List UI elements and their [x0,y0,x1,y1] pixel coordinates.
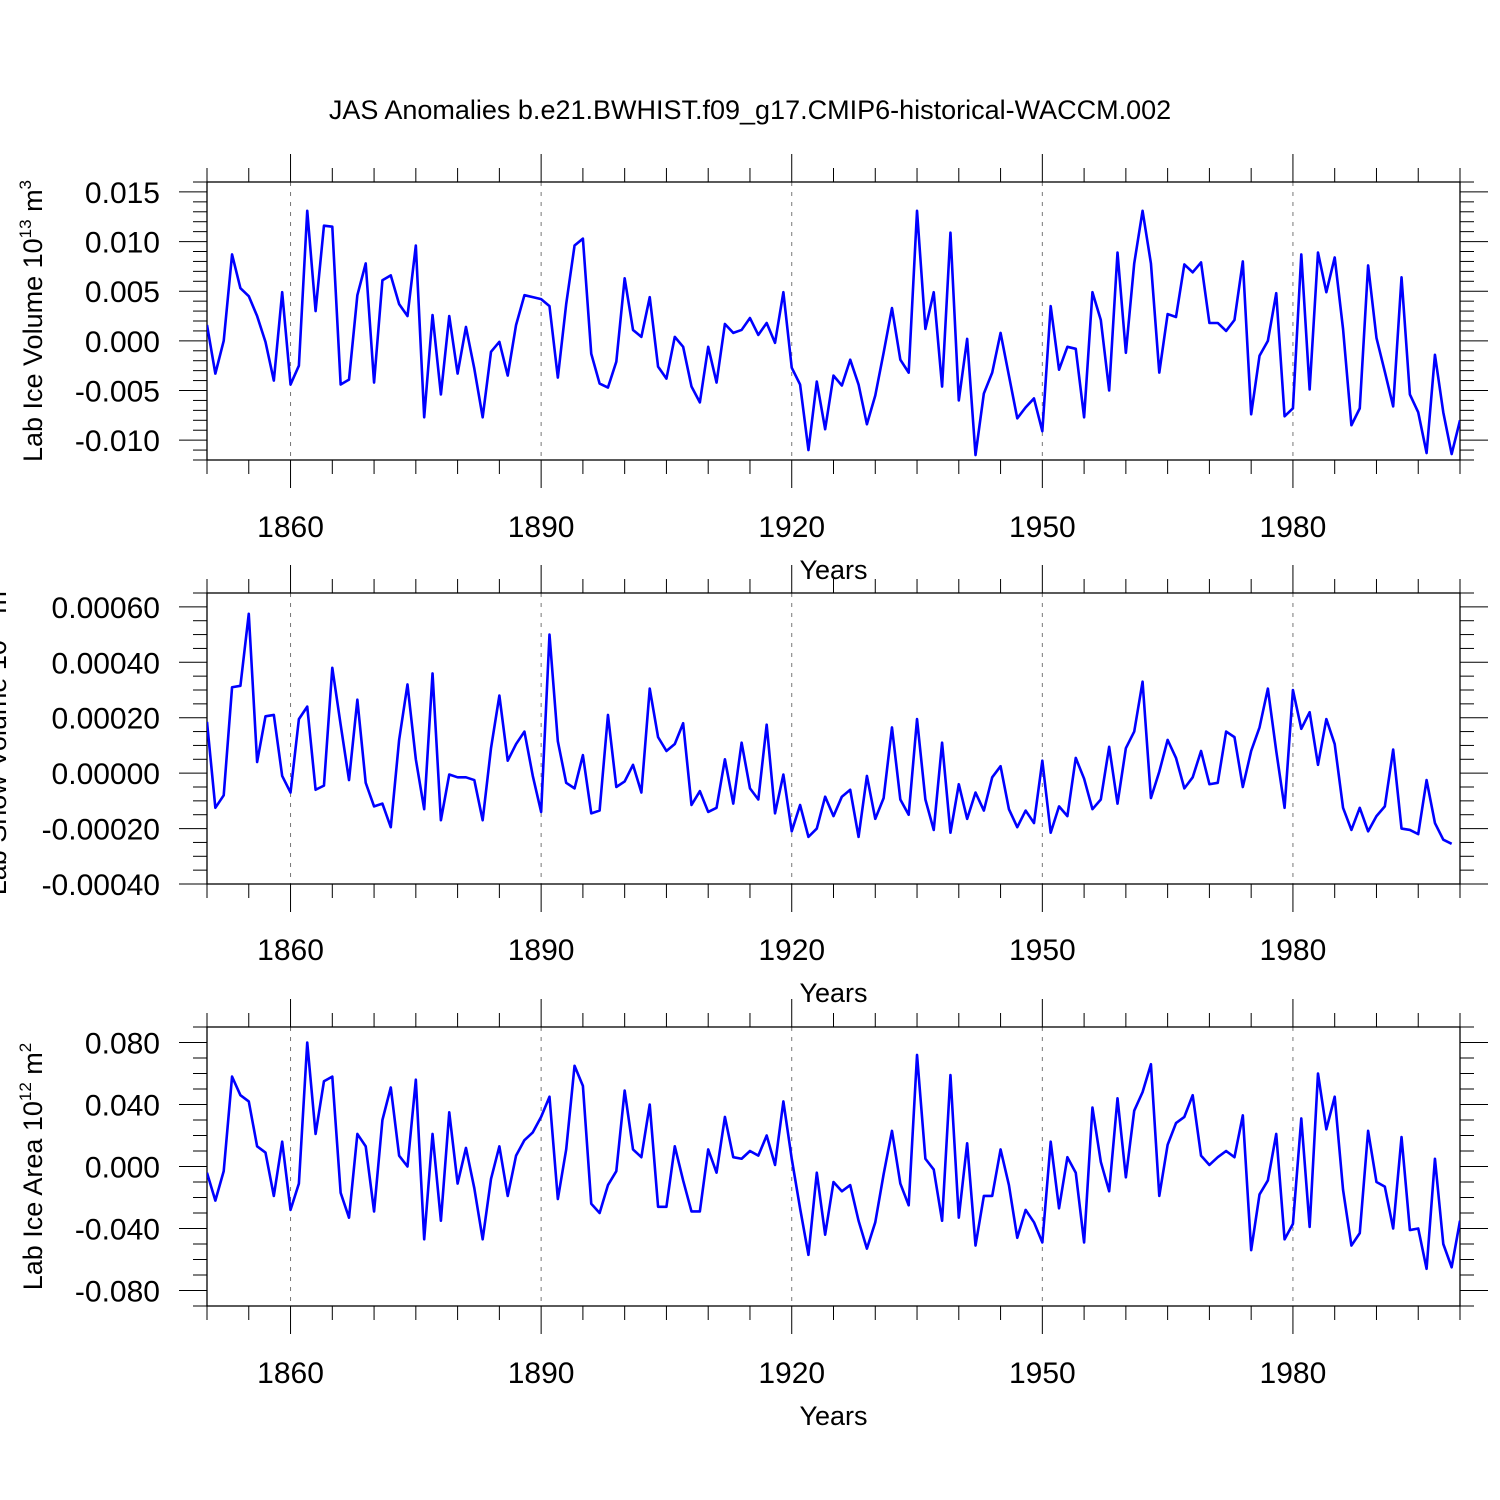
x-tick-label: 1980 [1260,934,1327,967]
y-tick-label: 0.015 [85,177,160,210]
y-axis-title-unit: m [18,189,48,219]
y-tick-label: 0.000 [85,1152,160,1185]
x-tick-label: 1890 [508,1357,575,1390]
y-tick-label: 0.040 [85,1090,160,1123]
x-tick-label: 1860 [257,511,324,544]
x-tick-label: 1980 [1260,1357,1327,1390]
y-axis-title-unit: m [18,1052,48,1082]
y-tick-label: 0.000 [85,326,160,359]
y-tick-label: 0.00000 [52,758,160,791]
y-axis-title-main: Lab Ice Volume 10 [18,238,48,462]
series-line-lab-ice-volume [207,209,1460,457]
y-tick-label: -0.040 [75,1214,160,1247]
x-tick-label: 1920 [758,934,825,967]
series-line-lab-snow-volume [207,612,1453,845]
panel-lab-ice-area: 1860 1890 1920 1950 1980 -0.080 -0.040 0.000 0.0… [16,999,1488,1431]
y-tick-label: -0.00040 [42,869,160,902]
y-axis-title-unit-exponent: 2 [16,1043,35,1052]
y-tick-label: -0.010 [75,425,160,458]
y-axis-title: Lab Ice Volume 1013 m3 [16,180,48,462]
plot-frame [206,592,1461,885]
x-tick-label: 1860 [257,934,324,967]
y-axis-title-unit: m [0,591,12,621]
y-tick-label: -0.080 [75,1276,160,1309]
y-axis-title: Lab Snow Volume 1013 m3 [0,582,12,896]
y-axis-title: Lab Ice Area 1012 m2 [16,1043,48,1291]
x-tick-label: 1920 [758,1357,825,1390]
y-tick-label: -0.005 [75,376,160,409]
x-tick-label: 1950 [1009,934,1076,967]
y-axis-title-exponent: 12 [16,1082,35,1101]
x-tick-label: 1980 [1260,511,1327,544]
series-line-lab-ice-area [207,1041,1460,1271]
y-axis-title-main: Lab Ice Area 10 [18,1101,48,1290]
x-axis-title: Years [799,978,867,1008]
chart-title: JAS Anomalies b.e21.BWHIST.f09_g17.CMIP6… [329,95,1171,125]
x-tick-label: 1890 [508,511,575,544]
y-tick-label: 0.00060 [52,592,160,625]
x-tick-label: 1920 [758,511,825,544]
y-tick-label: -0.00020 [42,814,160,847]
y-tick-label: 0.00020 [52,703,160,736]
y-tick-label: 0.00040 [52,647,160,680]
y-tick-label: 0.080 [85,1028,160,1061]
plot-frame [206,1026,1461,1307]
panel-lab-ice-volume: 1860 1890 1920 1950 1980 -0.010 -0.005 0.000 0.0… [16,154,1488,585]
x-tick-label: 1950 [1009,511,1076,544]
x-axis-title: Years [799,1401,867,1431]
x-tick-label: 1950 [1009,1357,1076,1390]
x-tick-label: 1890 [508,934,575,967]
y-tick-label: 0.010 [85,227,160,260]
panel-lab-snow-volume: 1860 1890 1920 1950 1980 -0.00040 -0.00020 0.00… [0,565,1488,1008]
y-axis-title-main: Lab Snow Volume 10 [0,640,12,895]
y-axis-title-unit-exponent: 3 [16,180,35,189]
x-tick-label: 1860 [257,1357,324,1390]
y-tick-label: 0.005 [85,276,160,309]
y-axis-title-exponent: 13 [16,219,35,238]
